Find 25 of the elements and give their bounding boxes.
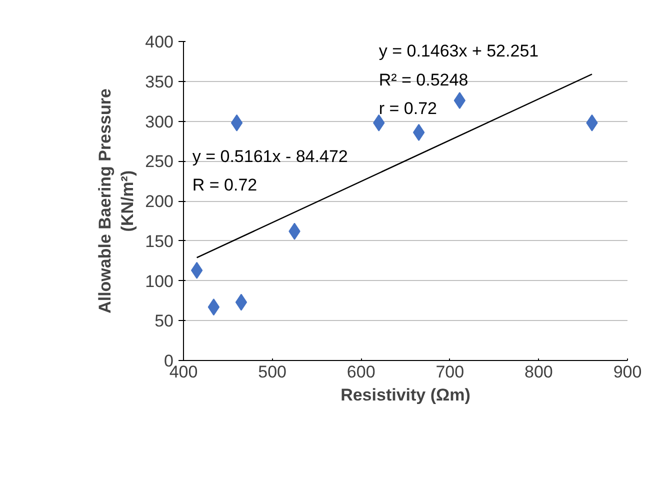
- x-tick-label: 500: [258, 362, 286, 382]
- annotation: y = 0.5161x - 84.472: [192, 146, 348, 166]
- x-axis-title: Resistivity (Ωm): [340, 386, 470, 404]
- x-tick-label: 700: [436, 362, 464, 382]
- x-tick-label: 900: [613, 362, 642, 382]
- y-tick-label: 250: [145, 152, 174, 172]
- point: [208, 298, 220, 316]
- y-tick-label: 50: [154, 312, 174, 331]
- annotation: R² = 0.5248: [378, 70, 468, 90]
- annotation: R = 0.72: [192, 176, 258, 195]
- y-tick-label: 300: [145, 112, 174, 132]
- y-tick-label: 400: [145, 32, 174, 52]
- y-tick-label: 100: [145, 272, 174, 291]
- y-tick-label: 150: [145, 232, 174, 251]
- annotation: r = 0.72: [378, 98, 437, 118]
- x-tick-label: 600: [346, 362, 376, 382]
- point: [190, 262, 203, 279]
- point: [412, 124, 425, 141]
- y-tick-label: 350: [145, 72, 174, 92]
- y-axis-title: Allowable Baering Pressure (KN/m²): [95, 88, 138, 314]
- point: [235, 294, 248, 311]
- x-tick-label: 800: [524, 362, 553, 382]
- point: [230, 114, 243, 132]
- annotation: y = 0.1463x + 52.251: [378, 42, 539, 61]
- y-tick-label: 200: [145, 192, 174, 211]
